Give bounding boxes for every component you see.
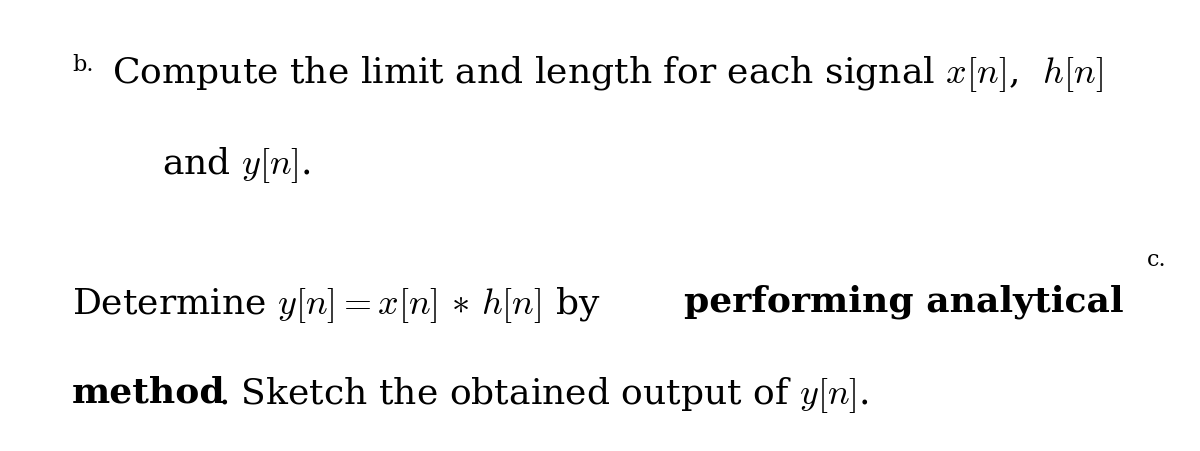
Text: b.: b. xyxy=(72,54,94,76)
Text: c.: c. xyxy=(1147,248,1166,270)
Text: method: method xyxy=(72,374,226,408)
Text: . Sketch the obtained output of $y[n]$.: . Sketch the obtained output of $y[n]$. xyxy=(218,374,869,414)
Text: Determine $y[n] = x[n]\,*\,h[n]$ by: Determine $y[n] = x[n]\,*\,h[n]$ by xyxy=(72,284,601,324)
Text: Compute the limit and length for each signal $x[n]$,  $h[n]$: Compute the limit and length for each si… xyxy=(112,54,1103,94)
Text: and $y[n]$.: and $y[n]$. xyxy=(162,144,311,184)
Text: performing analytical: performing analytical xyxy=(684,284,1123,318)
